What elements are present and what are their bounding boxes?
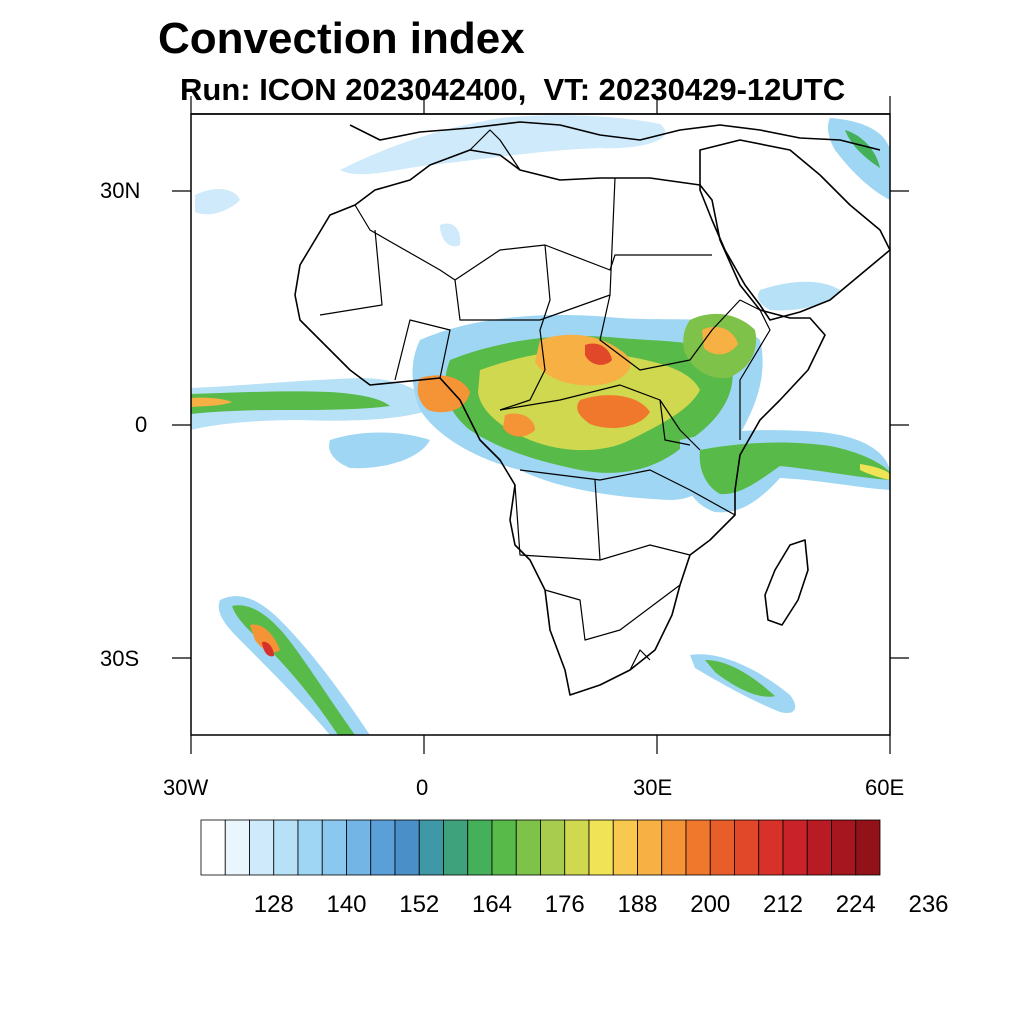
- field-southeast: [705, 660, 775, 697]
- field-patch-west: [195, 188, 240, 215]
- colorbar-label: 200: [690, 891, 730, 918]
- colorbar-label: 212: [763, 891, 803, 918]
- lon-label-0: 0: [416, 775, 429, 800]
- field-indian-ocean: [699, 442, 890, 495]
- field-central-africa-orange: [535, 334, 631, 386]
- colorbar-label: 164: [472, 891, 512, 918]
- colorbar-label: 140: [326, 891, 366, 918]
- colorbar-swatch: [734, 819, 760, 876]
- field-atlantic-band-core: [191, 397, 232, 407]
- colorbar-swatch: [249, 819, 275, 876]
- page-title: Convection index: [158, 14, 525, 63]
- colorbar-swatch: [321, 819, 347, 876]
- colorbar-swatch: [806, 819, 832, 876]
- colorbar-swatch: [588, 819, 614, 876]
- convection-field: [191, 115, 890, 735]
- axis-ticks: [172, 96, 909, 754]
- colorbar-swatch: [612, 819, 638, 876]
- colorbar-label: 236: [908, 891, 948, 918]
- colorbar-swatch: [661, 819, 687, 876]
- field-northeast-core: [845, 130, 880, 168]
- colorbar-swatch: [831, 819, 857, 876]
- colorbar-swatch: [515, 819, 541, 876]
- field-northeast-light: [827, 118, 890, 200]
- field-core-2: [577, 395, 650, 428]
- colorbar-swatch: [224, 819, 250, 876]
- border-15: [629, 649, 651, 671]
- colorbar: 128 140 152 164 176 188 200 212 224 236: [200, 819, 949, 918]
- colorbar-label: 128: [254, 891, 294, 918]
- field-atlantic-band: [191, 391, 390, 414]
- colorbar-swatch: [467, 819, 493, 876]
- border-3: [454, 177, 616, 321]
- field-core-3: [417, 375, 470, 413]
- colorbar-swatch: [418, 819, 444, 876]
- colorbar-swatch: [637, 819, 663, 876]
- border-2: [319, 229, 383, 316]
- colorbar-swatch: [491, 819, 517, 876]
- field-indian-ocean-core: [860, 464, 890, 480]
- border-14: [469, 129, 521, 171]
- lon-label-30w: 30W: [163, 775, 209, 800]
- field-core-1: [585, 343, 612, 365]
- border-7: [519, 469, 736, 516]
- colorbar-swatch: [394, 819, 420, 876]
- colorbar-swatch: [370, 819, 396, 876]
- field-ethiopia-core: [702, 326, 738, 355]
- colorbar-swatch: [782, 819, 808, 876]
- border-6: [499, 384, 701, 451]
- colorbar-swatch: [297, 819, 323, 876]
- field-gulf-guinea: [329, 432, 430, 469]
- madagascar-coastline: [764, 539, 809, 626]
- field-south-atlantic-red: [262, 641, 274, 657]
- lon-label-60e: 60E: [865, 775, 905, 800]
- colorbar-swatch: [709, 819, 735, 876]
- country-borders: [319, 129, 771, 671]
- border-11: [394, 319, 451, 381]
- colorbar-swatch: [564, 819, 590, 876]
- colorbar-swatch: [200, 819, 226, 876]
- colorbar-label: 188: [617, 891, 657, 918]
- colorbar-swatch: [346, 819, 372, 876]
- border-5: [599, 294, 741, 371]
- colorbar-label: 176: [545, 891, 585, 918]
- colorbar-swatch: [273, 819, 299, 876]
- border-9: [544, 584, 681, 641]
- border-4: [499, 244, 551, 411]
- border-1: [354, 204, 712, 281]
- colorbar-label: 152: [399, 891, 439, 918]
- border-10: [594, 479, 601, 561]
- colorbar-swatch: [685, 819, 711, 876]
- border-13: [659, 399, 691, 446]
- lon-label-30e: 30E: [633, 775, 673, 800]
- border-12: [739, 299, 771, 440]
- run-subtitle: Run: ICON 2023042400, VT: 20230429-12UTC: [180, 72, 846, 107]
- map-panel: [172, 96, 909, 754]
- colorbar-swatch: [540, 819, 566, 876]
- colorbar-swatch: [443, 819, 469, 876]
- colorbar-swatch: [758, 819, 784, 876]
- field-patch-sahel: [440, 223, 461, 247]
- lat-label-30n: 30N: [100, 178, 141, 203]
- field-arabia-light: [758, 281, 840, 311]
- colorbar-label: 224: [836, 891, 876, 918]
- colorbar-swatch: [855, 819, 881, 876]
- field-south-atlantic-core: [250, 624, 280, 653]
- field-core-4: [503, 413, 535, 437]
- lat-label-0: 0: [135, 412, 148, 437]
- lat-label-30s: 30S: [100, 646, 140, 671]
- arabia-coastline: [699, 139, 891, 321]
